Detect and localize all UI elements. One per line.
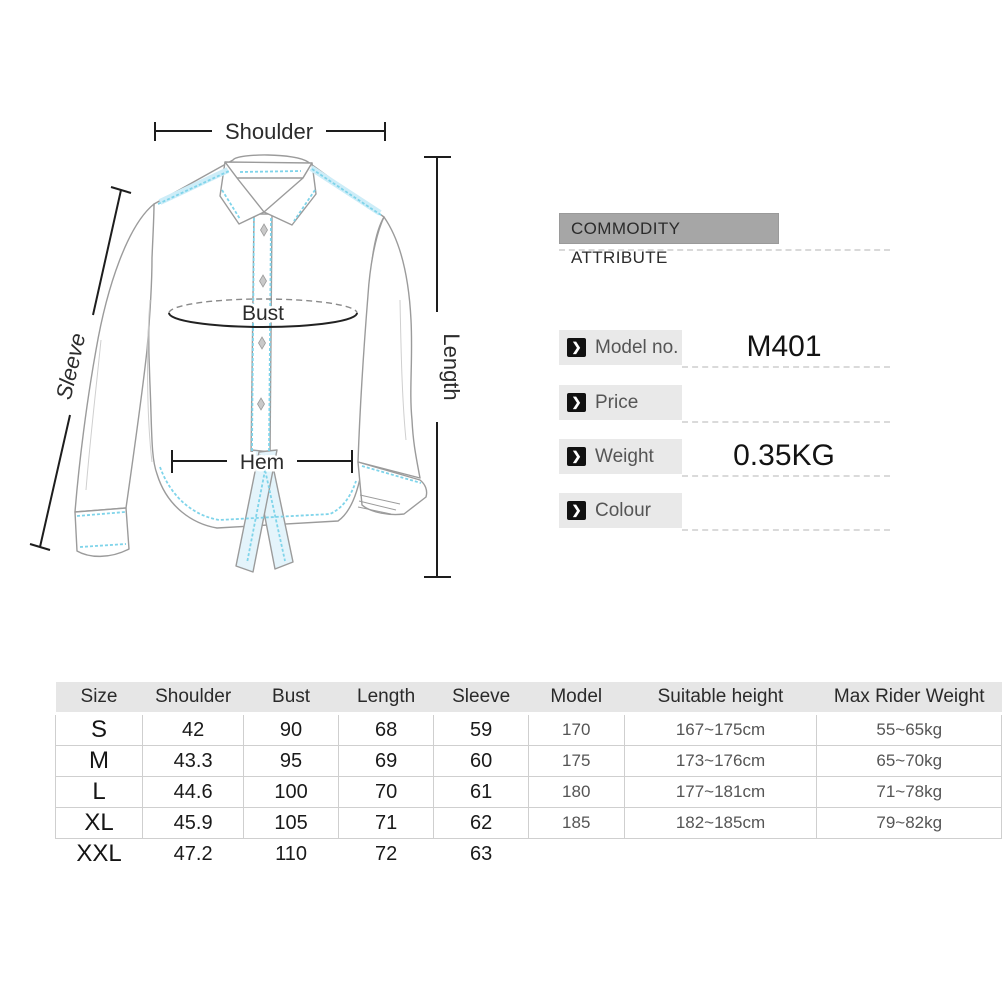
bust-label: Bust: [242, 302, 284, 325]
sleeve-label: Sleeve: [51, 331, 90, 402]
table-cell: 68: [337, 713, 435, 746]
table-cell: 43.3: [142, 745, 245, 777]
table-cell: 90: [243, 713, 339, 746]
shirt-outline: [74, 154, 428, 573]
table-cell: 170: [527, 713, 625, 746]
table-cell: 185: [527, 807, 625, 839]
attr-row-colour: ❯ Colour: [559, 493, 890, 531]
attr-label: Colour: [595, 499, 651, 521]
bust-ellipse: [168, 298, 358, 328]
cuff-pleats: [357, 494, 401, 515]
col-header-model: Model: [528, 682, 624, 715]
col-header-max-rider-weight: Max Rider Weight: [816, 682, 1002, 715]
table-row-l: L 44.6 100 70 61 180 177~181cm 71~78kg: [54, 776, 1002, 808]
table-cell: 63: [470, 842, 493, 865]
col-header-bust: Bust: [243, 682, 339, 715]
shoulder-label: Shoulder: [225, 119, 313, 144]
table-cell: [624, 839, 817, 870]
table-cell: 65~70kg: [816, 745, 1002, 777]
table-cell: 182~185cm: [623, 807, 818, 839]
table-cell: 71~78kg: [816, 776, 1002, 808]
table-cell: [817, 839, 1002, 870]
chevron-icon: ❯: [567, 393, 586, 412]
chevron-icon: ❯: [567, 338, 586, 357]
table-header-row: Size Shoulder Bust Length Sleeve Model S…: [55, 682, 1002, 715]
table-cell: M: [54, 745, 144, 777]
table-row-xxl: XXL 47.2 110 72 63: [56, 839, 1002, 870]
table-cell: 47.2: [173, 842, 213, 865]
shirt-diagram: Shoulder Length Sleeve Bust Hem: [29, 119, 464, 578]
table-cell: 62: [433, 807, 529, 839]
stitch-dashes: [76, 168, 422, 564]
table-cell: 59: [433, 713, 529, 746]
buttons: [256, 223, 268, 468]
table-cell: 173~176cm: [623, 745, 818, 777]
attr-row-weight: ❯ Weight 0.35KG: [559, 439, 890, 477]
chevron-icon: ❯: [567, 501, 586, 520]
col-header-sleeve: Sleeve: [433, 682, 529, 715]
attr-row-price: ❯ Price: [559, 385, 890, 423]
hem-label: Hem: [240, 451, 284, 474]
table-cell: 177~181cm: [623, 776, 818, 808]
col-header-length: Length: [338, 682, 434, 715]
table-row-xl: XL 45.9 105 71 62 185 182~185cm 79~82kg: [54, 807, 1002, 839]
attr-label-box: ❯ Weight: [559, 439, 682, 474]
attr-row-model: ❯ Model no. M401: [559, 330, 890, 368]
table-cell: L: [54, 776, 144, 808]
table-row-m: M 43.3 95 69 60 175 173~176cm 65~70kg: [54, 745, 1002, 777]
table-cell: 70: [337, 776, 435, 808]
col-header-shoulder: Shoulder: [142, 682, 244, 715]
table-cell: 167~175cm: [623, 713, 818, 746]
chevron-icon: ❯: [567, 447, 586, 466]
length-label: Length: [439, 333, 464, 400]
table-cell: [528, 839, 624, 870]
table-cell: XXL: [76, 840, 122, 867]
table-cell: 42: [142, 713, 245, 746]
attr-value: [679, 493, 889, 528]
attr-label: Weight: [595, 445, 654, 467]
attr-value: [679, 385, 889, 420]
table-cell: 44.6: [142, 776, 245, 808]
table-cell: 100: [243, 776, 339, 808]
divider: [559, 249, 890, 251]
col-header-size: Size: [55, 682, 143, 715]
attr-label-box: ❯ Price: [559, 385, 682, 420]
attr-label: Model no.: [595, 336, 679, 358]
table-cell: 55~65kg: [816, 713, 1002, 746]
attr-label-box: ❯ Model no.: [559, 330, 682, 365]
table-cell: S: [54, 713, 144, 746]
table-cell: 60: [433, 745, 529, 777]
table-cell: 61: [433, 776, 529, 808]
wrinkle-lines: [85, 299, 407, 491]
table-cell: 110: [275, 842, 307, 865]
attr-label-box: ❯ Colour: [559, 493, 682, 528]
table-cell: 180: [527, 776, 625, 808]
size-table: Size Shoulder Bust Length Sleeve Model S…: [54, 682, 1002, 870]
attr-label: Price: [595, 391, 639, 413]
table-cell: 71: [337, 807, 435, 839]
table-cell: 69: [337, 745, 435, 777]
table-cell: 79~82kg: [816, 807, 1002, 839]
attr-value: 0.35KG: [733, 439, 835, 472]
table-cell: 175: [527, 745, 625, 777]
table-cell: 105: [243, 807, 339, 839]
table-row-s: S 42 90 68 59 170 167~175cm 55~65kg: [54, 713, 1002, 746]
table-cell: XL: [54, 807, 144, 839]
table-cell: 45.9: [142, 807, 245, 839]
commodity-attribute-header: COMMODITY ATTRIBUTE: [559, 213, 779, 267]
table-cell: 72: [374, 842, 398, 865]
col-header-suitable-height: Suitable height: [624, 682, 817, 715]
attr-value: M401: [746, 330, 822, 363]
table-cell: 95: [243, 745, 339, 777]
dimension-lines: [29, 122, 451, 578]
